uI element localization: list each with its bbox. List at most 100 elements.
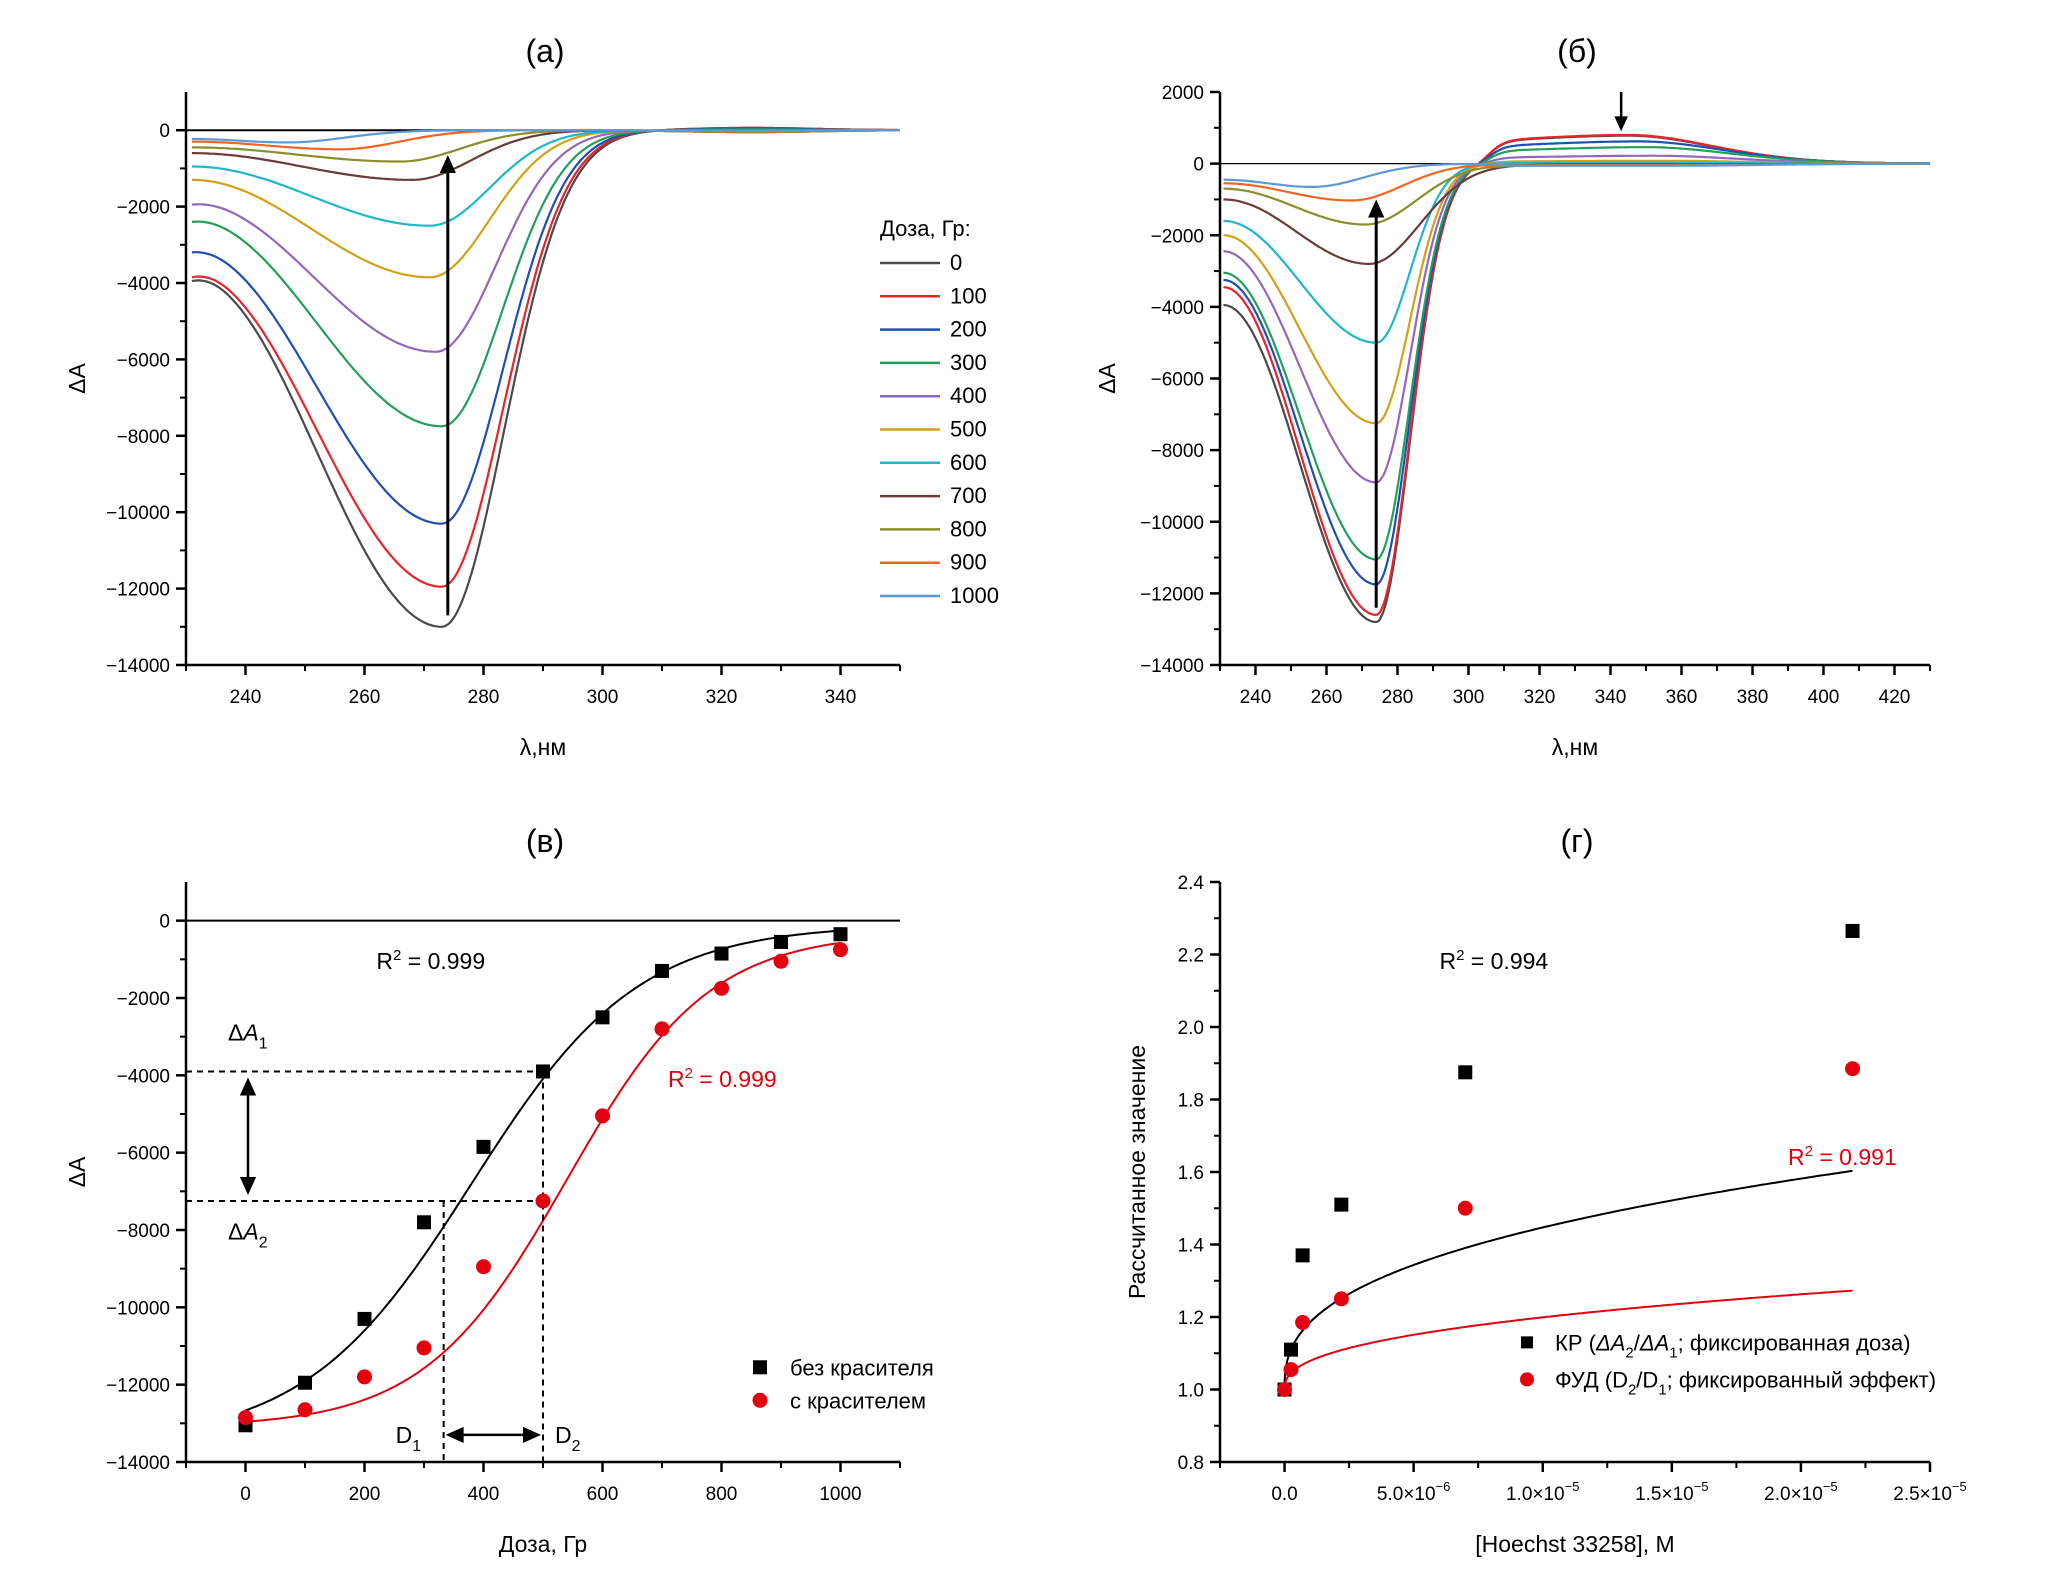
dose-arrow-head — [1368, 199, 1385, 218]
legend-label-with-dye: с красителем — [790, 1388, 926, 1413]
series-line-dose-1000 — [191, 129, 901, 144]
series-line-dose-400 — [1223, 154, 1930, 484]
y-tick-label: −4000 — [1151, 298, 1204, 319]
legend-label-dose-1000: 1000 — [950, 583, 999, 608]
data-point-kr — [1458, 1065, 1473, 1080]
data-point-no-dye — [476, 1139, 491, 1154]
y-tick-label: 0.8 — [1178, 1453, 1204, 1474]
peak-arrow-head — [1614, 116, 1628, 132]
y-tick-label: 0 — [159, 912, 170, 933]
chart-panel-v: 0 −2000 −4000 −6000 −8000 −10000 −12000 −14000 0… — [64, 882, 934, 1557]
x-tick-label: 240 — [1240, 687, 1272, 708]
y-tick-label: 1.0 — [1178, 1381, 1204, 1402]
x-axis-title: Доза, Гр — [499, 1531, 587, 1557]
data-point-with-dye — [297, 1402, 313, 1418]
legend-marker-kr — [1521, 1336, 1533, 1349]
x-tick-label: 600 — [587, 1484, 619, 1505]
series-line-dose-900 — [1223, 162, 1930, 202]
y-tick-label: −6000 — [117, 350, 170, 371]
y-tick-label: −12000 — [106, 580, 170, 601]
y-axis-title: ΔA — [1094, 362, 1120, 393]
chart-panel-a: 0 −2000 −4000 −6000 −8000 −10000 −12000 −14000 2… — [64, 92, 999, 760]
data-point-with-dye — [476, 1259, 491, 1275]
legend-label-fud: ФУД (D2/D1; фиксированный эффект) — [1555, 1367, 1936, 1398]
y-tick-label: 1.2 — [1178, 1308, 1204, 1329]
data-point-with-dye — [238, 1410, 253, 1426]
y-axis-title: ΔA — [64, 1156, 90, 1187]
x-tick-label: 300 — [1453, 687, 1485, 708]
x-tick-label: 300 — [587, 687, 619, 708]
x-tick-label: 260 — [1311, 687, 1343, 708]
legend-label-dose-100: 100 — [950, 283, 987, 308]
legend-label-dose-300: 300 — [950, 350, 987, 375]
y-tick-label: −6000 — [117, 1144, 170, 1165]
panel-title-b: (б) — [1557, 33, 1597, 69]
x-tick-label: 5.0×10−6 — [1377, 1479, 1450, 1505]
x-tick-label: 0.0 — [1271, 1484, 1297, 1505]
data-point-with-dye — [357, 1369, 372, 1385]
y-tick-label: 1.6 — [1178, 1163, 1204, 1184]
y-tick-label: 0 — [1193, 155, 1204, 176]
dA-arrow-head-down — [239, 1177, 257, 1195]
y-axis-title: ΔA — [64, 362, 90, 393]
label-D1: D1 — [396, 1422, 422, 1455]
y-tick-label: −12000 — [1140, 584, 1204, 605]
data-point-fud — [1295, 1314, 1311, 1330]
x-tick-label: 400 — [1808, 687, 1840, 708]
y-tick-label: 2.0 — [1178, 1018, 1204, 1039]
x-tick-label: 1000 — [819, 1484, 861, 1505]
data-point-no-dye — [655, 963, 669, 978]
r2-label-no-dye: R2 = 0.999 — [376, 947, 485, 974]
legend-label-dose-500: 500 — [950, 417, 987, 442]
y-tick-label: 2.4 — [1178, 873, 1205, 894]
y-tick-label: −6000 — [1151, 370, 1204, 391]
y-tick-label: −14000 — [1140, 656, 1204, 677]
data-point-no-dye — [714, 946, 729, 961]
data-point-with-dye — [535, 1193, 551, 1209]
y-tick-label: −8000 — [1151, 441, 1204, 462]
fit-curve-no-dye — [245, 929, 841, 1412]
y-axis-title: Рассчитанное значение — [1124, 1045, 1150, 1299]
x-tick-label: 360 — [1666, 687, 1698, 708]
x-tick-label: 800 — [706, 1484, 738, 1505]
data-point-no-dye — [357, 1311, 372, 1326]
legend-label-dose-900: 900 — [950, 550, 987, 575]
y-tick-label: −8000 — [117, 1221, 170, 1242]
y-tick-label: −2000 — [1151, 226, 1204, 247]
data-point-no-dye — [536, 1064, 550, 1079]
legend-label-dose-0: 0 — [950, 250, 962, 275]
series-line-dose-200 — [191, 127, 900, 525]
legend-label-dose-700: 700 — [950, 483, 987, 508]
legend-label-dose-800: 800 — [950, 516, 987, 541]
legend-label-dose-400: 400 — [950, 383, 987, 408]
x-tick-label: 280 — [468, 687, 500, 708]
series-line-dose-700 — [1223, 162, 1930, 265]
series-line-dose-300 — [1223, 146, 1930, 561]
dA-arrow-head-up — [239, 1077, 257, 1096]
x-axis-title: [Hoechst 33258], M — [1475, 1531, 1674, 1557]
r2-label-kr: R2 = 0.994 — [1439, 947, 1548, 974]
x-tick-label: 280 — [1382, 687, 1414, 708]
series-line-dose-800 — [1223, 162, 1930, 226]
y-tick-label: −4000 — [117, 1066, 170, 1087]
y-tick-label: −2000 — [117, 989, 170, 1010]
r2-label-fud: R2 = 0.991 — [1788, 1143, 1897, 1170]
y-tick-label: −2000 — [117, 198, 170, 219]
data-point-kr — [1284, 1342, 1298, 1357]
x-tick-label: 340 — [1595, 687, 1627, 708]
x-tick-label: 240 — [230, 687, 262, 708]
x-tick-label: 400 — [468, 1484, 500, 1505]
label-dA2: ΔA2 — [228, 1219, 268, 1252]
panel-title-g: (г) — [1561, 823, 1594, 859]
x-tick-label: 380 — [1737, 687, 1769, 708]
x-tick-label: 2.5×10−5 — [1893, 1479, 1966, 1505]
legend-marker-fud — [1520, 1372, 1534, 1387]
y-tick-label: −12000 — [106, 1376, 170, 1397]
legend-marker-with-dye — [752, 1392, 768, 1408]
data-point-no-dye — [774, 934, 788, 949]
r2-label-with-dye: R2 = 0.999 — [668, 1065, 777, 1092]
data-point-fud — [1277, 1382, 1293, 1397]
x-tick-label: 340 — [825, 687, 857, 708]
y-tick-label: 0 — [159, 121, 170, 142]
